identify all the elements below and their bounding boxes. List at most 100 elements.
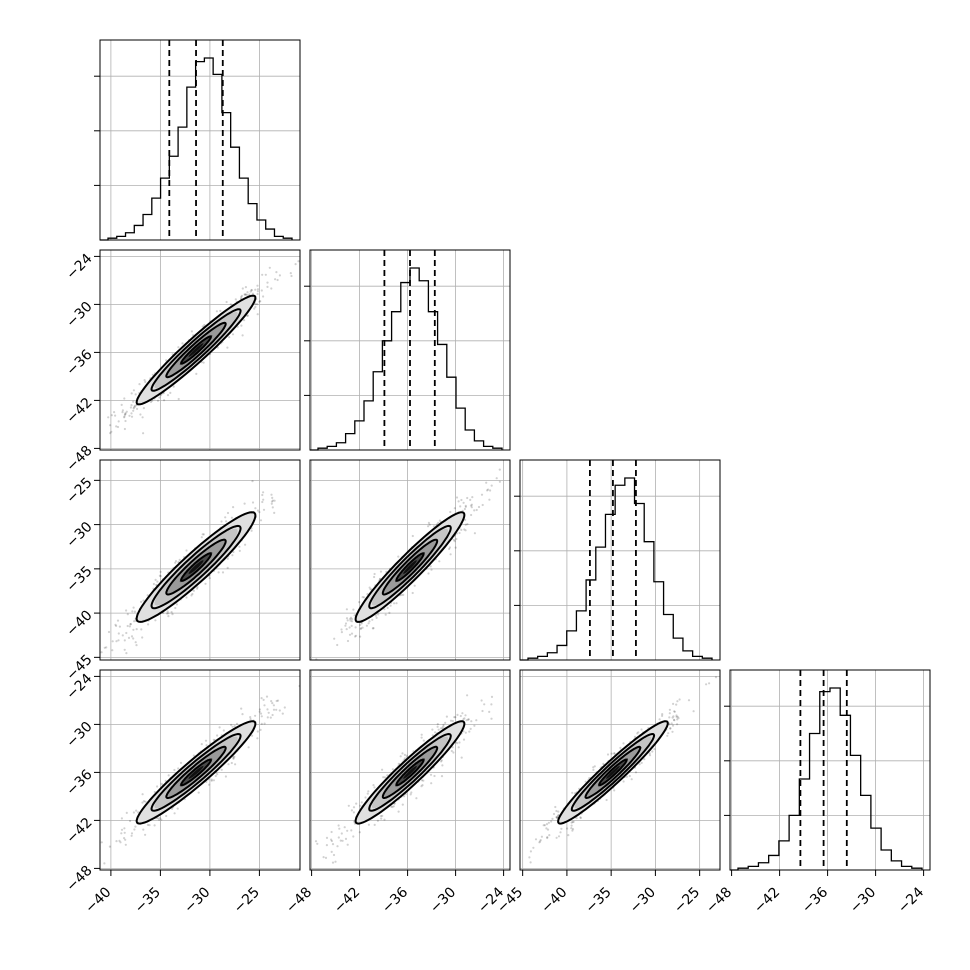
sample-point — [166, 610, 169, 613]
sample-point — [244, 293, 247, 296]
sample-point — [195, 372, 198, 375]
contour-line-2 — [368, 732, 452, 812]
contour-line-3 — [354, 511, 466, 623]
sample-point — [470, 503, 473, 506]
sample-point — [276, 278, 279, 282]
sample-point — [210, 779, 213, 782]
sample-point — [134, 825, 137, 828]
sample-point — [350, 829, 353, 832]
sample-point — [557, 835, 561, 838]
sample-point — [254, 303, 257, 306]
sample-point — [270, 500, 274, 503]
contour-line-0 — [395, 552, 425, 582]
sample-point — [124, 419, 127, 423]
sample-point — [708, 682, 711, 685]
sample-point — [361, 626, 364, 629]
y-tick-label: −42 — [63, 395, 95, 427]
scatter-panel-2-0 — [99, 459, 301, 661]
sample-point — [119, 841, 122, 844]
sample-point — [246, 314, 249, 317]
sample-point — [676, 718, 679, 721]
sample-point — [445, 715, 448, 718]
sample-point — [165, 814, 168, 818]
sample-point — [480, 493, 484, 496]
sample-point — [628, 774, 631, 778]
sample-point — [275, 271, 278, 274]
sample-point — [449, 553, 452, 556]
sample-point — [132, 389, 135, 392]
sample-point — [427, 572, 430, 575]
sample-point — [372, 627, 375, 630]
sample-point — [354, 626, 357, 629]
sample-point — [390, 805, 393, 808]
sample-point — [133, 404, 136, 407]
sample-point — [153, 790, 156, 794]
sample-point — [90, 856, 92, 858]
density-fill-5 — [188, 766, 204, 779]
sample-point — [171, 807, 174, 810]
x-tick-label: −25 — [231, 884, 263, 916]
sample-point — [275, 708, 278, 711]
sample-point — [332, 853, 336, 857]
sample-point — [463, 507, 466, 511]
sample-point — [441, 726, 444, 729]
contour-line-2 — [150, 732, 242, 812]
sample-point — [369, 588, 372, 591]
panel-frame — [99, 459, 301, 661]
sample-point — [573, 792, 576, 795]
sample-point — [529, 861, 532, 864]
sample-point — [196, 587, 199, 590]
sample-point — [142, 407, 145, 410]
sample-point — [167, 774, 170, 777]
sample-point — [467, 718, 470, 721]
sample-point — [371, 627, 374, 630]
sample-point — [345, 628, 348, 631]
sample-point — [570, 824, 573, 827]
sample-point — [133, 620, 136, 623]
sample-point — [127, 636, 131, 639]
sample-point — [158, 396, 161, 399]
sample-point — [475, 508, 478, 512]
sample-point — [341, 839, 344, 842]
sample-point — [670, 722, 673, 725]
sample-point — [264, 273, 267, 276]
sample-point — [148, 824, 151, 827]
sample-point — [202, 361, 205, 364]
sample-point — [229, 303, 232, 306]
sample-point — [481, 709, 484, 713]
sample-point — [556, 816, 559, 819]
sample-point — [222, 729, 225, 732]
sample-point — [473, 509, 476, 512]
sample-point — [208, 783, 211, 786]
sample-point — [359, 804, 362, 807]
sample-point — [349, 619, 352, 622]
sample-point — [319, 650, 321, 652]
y-tick-label: −40 — [63, 607, 95, 639]
sample-point — [185, 596, 188, 599]
sample-point — [401, 752, 404, 755]
sample-point — [120, 832, 123, 835]
sample-point — [386, 606, 389, 609]
sample-point — [217, 571, 220, 574]
sample-point — [124, 413, 127, 416]
sample-point — [115, 840, 118, 843]
sample-point — [673, 710, 676, 713]
sample-point — [123, 416, 126, 419]
panel-frame — [309, 459, 511, 661]
sample-point — [109, 424, 112, 427]
sample-point — [108, 845, 111, 848]
sample-point — [331, 843, 335, 846]
sample-point — [256, 730, 259, 733]
sample-point — [272, 704, 275, 707]
sample-point — [167, 615, 170, 618]
sample-point — [355, 802, 358, 805]
sample-point — [638, 763, 641, 766]
x-tick-label: −30 — [847, 884, 879, 916]
sample-point — [134, 393, 137, 396]
sample-point — [538, 841, 541, 844]
sample-point — [467, 718, 470, 721]
sample-point — [133, 828, 136, 831]
sample-point — [139, 413, 142, 416]
sample-point — [256, 737, 259, 740]
sample-point — [495, 477, 498, 480]
